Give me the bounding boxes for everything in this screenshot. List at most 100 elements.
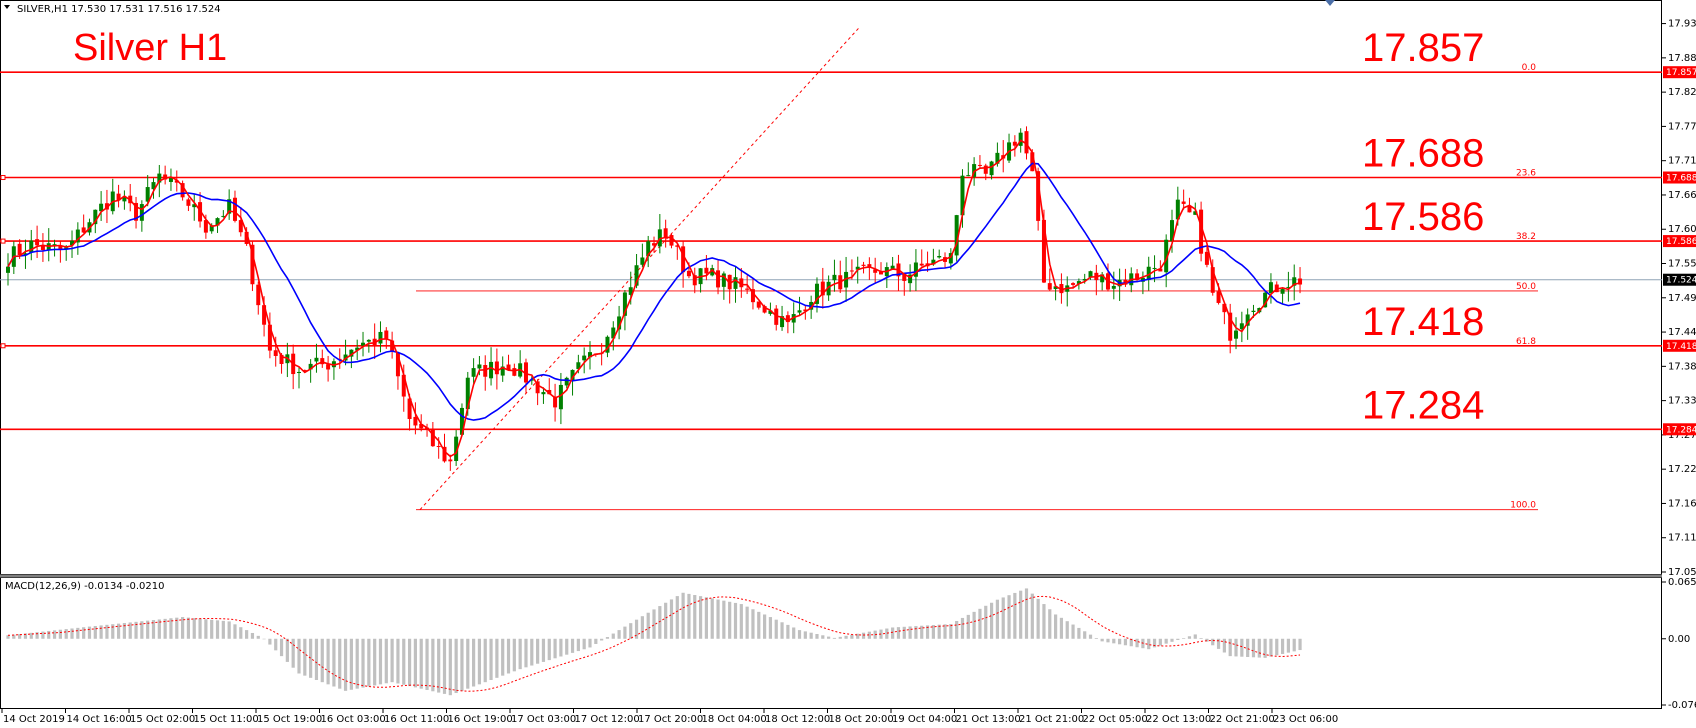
time-tick-label: 15 Oct 19:00 (257, 714, 322, 725)
candle-body (873, 269, 878, 273)
macd-histogram-bar (1263, 638, 1267, 658)
macd-histogram-bar (931, 625, 935, 639)
candle-body (1199, 209, 1204, 254)
macd-histogram-bar (1129, 638, 1133, 647)
time-tick-label: 21 Oct 21:00 (1019, 714, 1084, 725)
time-tick-label: 17 Oct 20:00 (638, 714, 703, 725)
macd-histogram-bar (489, 638, 493, 681)
candle-body (541, 392, 546, 395)
candle-body (576, 362, 581, 369)
macd-histogram-bar (844, 635, 848, 639)
candle-body (663, 228, 668, 238)
candle-body (1111, 285, 1116, 289)
macd-histogram-bar (902, 626, 906, 639)
candle-body (355, 347, 360, 351)
candle-body (192, 204, 197, 208)
candle-body (442, 446, 447, 462)
macd-histogram-bar (1147, 638, 1151, 650)
candle-body (1245, 314, 1250, 326)
price-tick-label: 17.880 (1668, 53, 1696, 64)
price-tick-label: 17.110 (1668, 533, 1696, 544)
macd-histogram-bar (1152, 638, 1157, 648)
macd-histogram-bar (646, 612, 650, 639)
macd-histogram-bar (1193, 634, 1197, 639)
candle-body (361, 342, 366, 346)
price-tick-label: 17.660 (1668, 190, 1696, 201)
macd-histogram-bar (524, 638, 528, 668)
time-tick-label: 22 Oct 21:00 (1210, 714, 1275, 725)
candle-body (634, 265, 639, 286)
macd-histogram-bar (722, 600, 726, 639)
level-price-tag-text: 17.586 (1666, 237, 1696, 247)
horizontal-levels[interactable]: 17.857 17.688 17.586 17.418 17.284 (0, 26, 1662, 431)
candle-body (1193, 211, 1198, 215)
chart-menu-arrow-icon[interactable] (4, 5, 10, 9)
candle-body (681, 246, 686, 273)
candle-body (622, 292, 627, 316)
macd-histogram-bar (250, 632, 255, 639)
candle-body (58, 245, 63, 250)
macd-histogram-bar (728, 601, 732, 639)
candle-body (494, 361, 499, 375)
macd-histogram-bar (774, 619, 778, 639)
macd-histogram-bar (338, 638, 342, 689)
candle-body (116, 193, 121, 201)
candle-body (1158, 268, 1163, 272)
candle-body (1268, 282, 1273, 294)
macd-histogram-bar (52, 630, 57, 639)
level-anchor-handle[interactable] (0, 238, 6, 244)
macd-histogram-bar (710, 598, 714, 639)
macd-histogram-bar (268, 638, 272, 645)
slow-ma-line (7, 162, 1301, 421)
time-tick-label: 14 Oct 2019 (3, 714, 65, 725)
candle-body (844, 271, 849, 288)
candle-body (1018, 132, 1023, 146)
macd-histogram-bar (291, 638, 295, 668)
price-tick-label: 17.385 (1668, 361, 1696, 372)
macd-indicator: 0.0654 0.00 -0.0763 (6, 577, 1696, 711)
candle-body (151, 182, 156, 190)
macd-histogram-bar (541, 638, 546, 662)
candle-body (1053, 286, 1058, 290)
macd-histogram-bar (972, 611, 976, 639)
macd-histogram-bar (320, 638, 324, 683)
macd-histogram-bar (431, 638, 435, 692)
macd-histogram-bar (181, 617, 185, 639)
macd-histogram-bar (41, 631, 45, 639)
macd-histogram-bar (1182, 638, 1186, 639)
time-tick-label: 16 Oct 11:00 (384, 714, 449, 725)
level-anchor-handle[interactable] (0, 175, 6, 181)
macd-histogram-bar (1292, 638, 1296, 652)
macd-histogram-bar (1275, 638, 1279, 656)
candle-body (93, 209, 98, 225)
macd-histogram-bar (1106, 638, 1110, 643)
candle-body (122, 196, 127, 202)
level-price-label: 17.418 (1362, 300, 1484, 344)
macd-histogram-bar (803, 631, 807, 639)
candle-body (1041, 219, 1046, 283)
macd-histogram-bar (617, 630, 621, 639)
macd-histogram-bar (896, 627, 901, 639)
candle-body (727, 274, 732, 290)
macd-histogram-bar (1112, 638, 1116, 644)
time-tick-label: 18 Oct 12:00 (765, 714, 830, 725)
level-anchor-handle[interactable] (0, 343, 6, 349)
candle-body (81, 227, 86, 233)
candle-body (913, 262, 918, 277)
candle-body (646, 241, 651, 257)
macd-histogram-bar (35, 632, 39, 639)
candle-body (995, 152, 1000, 164)
macd-histogram-bar (623, 626, 627, 639)
macd-histogram-bar (1054, 614, 1058, 639)
candle-body (262, 305, 267, 325)
candle-body (1187, 206, 1192, 213)
current-price-tag-text: 17.524 (1666, 276, 1696, 286)
price-tick-label: 17.935 (1668, 19, 1696, 30)
one-click-trading-arrow-icon[interactable] (1325, 0, 1335, 6)
macd-histogram-bar (390, 638, 394, 683)
macd-histogram-bar (1083, 631, 1087, 639)
price-tick-label: 17.605 (1668, 224, 1696, 235)
macd-histogram-bar (1036, 598, 1040, 639)
candle-body (617, 316, 622, 330)
candle-body (52, 244, 57, 246)
